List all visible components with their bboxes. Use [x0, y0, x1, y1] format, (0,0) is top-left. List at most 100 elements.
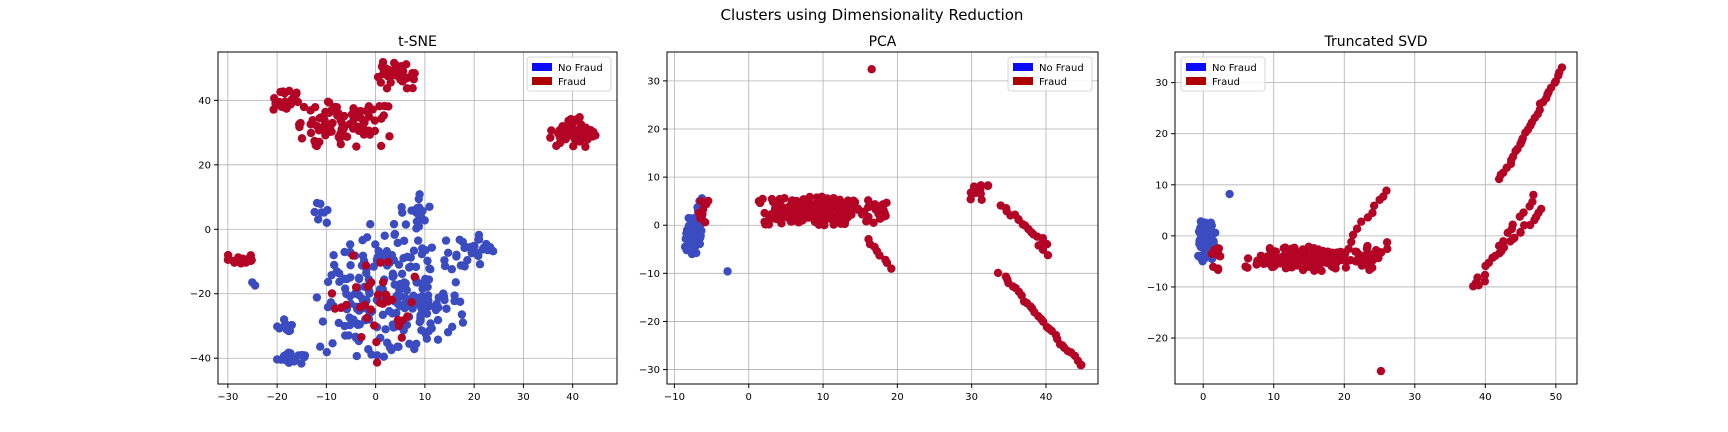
data-point — [407, 298, 416, 307]
data-point — [850, 197, 860, 207]
panel-2: 0 10 20 30 40 50 −20 −10 0 10 20 30 Truncated SVD No … — [1147, 34, 1578, 403]
data-point — [387, 295, 397, 305]
data-point — [563, 131, 573, 140]
data-point — [591, 131, 600, 140]
data-point — [488, 247, 498, 256]
data-point — [966, 195, 975, 204]
data-point — [373, 290, 383, 299]
data-point — [1259, 253, 1269, 263]
legend-label: No Fraud — [1212, 63, 1257, 74]
data-point — [379, 352, 389, 361]
data-point — [338, 120, 347, 129]
data-point — [399, 254, 408, 263]
x-tick-label: −10 — [316, 392, 337, 403]
data-point — [695, 239, 705, 249]
data-point — [1362, 249, 1372, 258]
data-point — [829, 220, 838, 229]
data-point — [573, 116, 583, 125]
data-point — [392, 71, 401, 80]
data-point — [299, 102, 309, 112]
data-point — [372, 351, 382, 360]
data-point — [1348, 230, 1358, 240]
data-point — [383, 250, 393, 260]
data-point — [340, 321, 349, 331]
y-tick-label: 40 — [198, 96, 211, 107]
data-point — [1281, 261, 1290, 270]
data-point — [354, 274, 364, 284]
data-point — [351, 283, 361, 292]
x-tick-label: −10 — [664, 392, 685, 403]
points-layer — [1194, 63, 1567, 376]
data-point — [297, 134, 307, 143]
data-point — [282, 104, 291, 113]
data-point — [863, 196, 873, 205]
data-point — [1267, 252, 1276, 261]
data-point — [394, 260, 404, 269]
data-point — [328, 339, 337, 348]
data-point — [248, 278, 257, 287]
data-point — [450, 296, 459, 306]
data-point — [470, 241, 479, 251]
figure-title: Clusters using Dimensionality Reduction — [721, 6, 1024, 24]
data-point — [1480, 270, 1490, 280]
data-point — [390, 229, 400, 239]
data-point — [390, 280, 399, 289]
data-point — [417, 304, 426, 314]
data-point — [400, 278, 409, 287]
x-tick-label: 50 — [1549, 392, 1562, 403]
x-tick-label: 10 — [1267, 392, 1280, 403]
legend: No Fraud Fraud — [526, 56, 612, 92]
x-tick-label: 20 — [1338, 392, 1351, 403]
data-point — [1200, 234, 1210, 244]
data-point — [546, 133, 555, 142]
data-point — [433, 315, 443, 325]
data-point — [723, 267, 732, 276]
data-point — [983, 181, 993, 190]
legend-label: No Fraud — [1039, 63, 1084, 74]
data-point — [364, 102, 374, 111]
data-point — [574, 129, 583, 138]
data-point — [416, 311, 425, 320]
data-point — [1287, 263, 1297, 272]
data-point — [786, 205, 795, 215]
data-point — [333, 111, 342, 120]
data-point — [287, 95, 296, 104]
data-point — [1322, 258, 1331, 267]
axes-frame — [217, 51, 618, 385]
data-point — [329, 250, 338, 260]
data-point — [858, 210, 867, 219]
data-point — [285, 86, 294, 96]
data-point — [1365, 265, 1374, 275]
data-point — [373, 72, 383, 82]
data-point — [327, 289, 337, 298]
data-point — [688, 249, 698, 258]
data-point — [794, 218, 803, 227]
panel-0: −30 −20 −10 0 10 20 30 40 −40 −20 0 20 40 t-SNE No Fra… — [190, 34, 618, 403]
series-fraud — [1207, 63, 1567, 376]
data-point — [686, 235, 695, 245]
data-point — [349, 104, 358, 113]
data-point — [315, 113, 324, 123]
data-point — [1225, 189, 1234, 199]
data-point — [383, 257, 393, 267]
data-point — [870, 200, 880, 209]
data-point — [271, 99, 280, 108]
axes-title: PCA — [869, 34, 897, 50]
data-point — [377, 114, 386, 123]
data-point — [403, 73, 412, 82]
data-point — [760, 208, 769, 218]
data-point — [381, 325, 390, 334]
data-point — [695, 233, 705, 242]
data-point — [1376, 366, 1386, 376]
data-point — [389, 271, 398, 281]
data-point — [393, 315, 403, 325]
data-point — [970, 183, 980, 192]
data-point — [1368, 208, 1377, 218]
data-point — [375, 102, 384, 111]
data-point — [281, 353, 290, 363]
data-point — [1208, 262, 1218, 272]
data-point — [433, 335, 443, 344]
data-point — [414, 296, 423, 306]
data-point — [393, 238, 402, 248]
data-point — [313, 215, 323, 224]
